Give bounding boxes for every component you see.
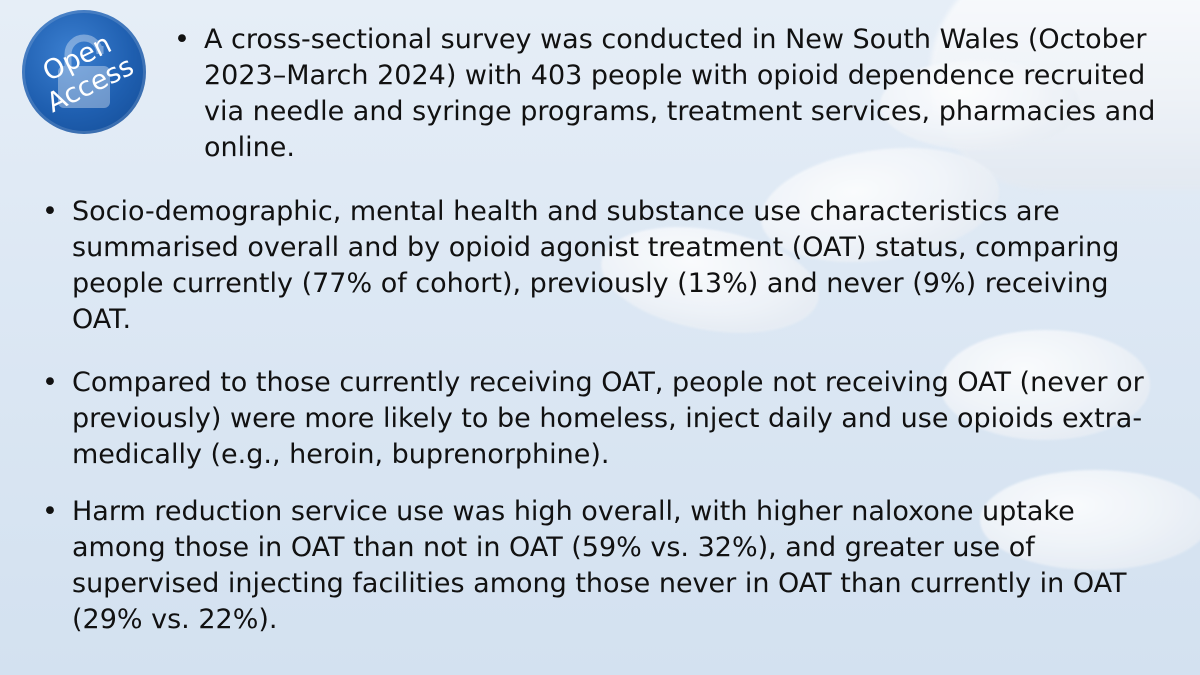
bullet-item: • Harm reduction service use was high ov… bbox=[42, 494, 1162, 638]
bullet-marker: • bbox=[42, 496, 58, 527]
pill-shape bbox=[940, 330, 1150, 440]
bullet-marker: • bbox=[174, 24, 190, 55]
open-access-badge: Open Access bbox=[22, 10, 146, 134]
bullet-text: Socio-demographic, mental health and sub… bbox=[72, 196, 1120, 335]
bullet-text: Harm reduction service use was high over… bbox=[72, 496, 1127, 635]
pill-shape bbox=[980, 470, 1200, 570]
lock-icon bbox=[58, 34, 110, 108]
pill-shape bbox=[880, 60, 1080, 150]
bullet-marker: • bbox=[42, 196, 58, 227]
bullet-marker: • bbox=[42, 367, 58, 398]
bullet-item: • Compared to those currently receiving … bbox=[42, 365, 1162, 473]
bullet-text: A cross-sectional survey was conducted i… bbox=[204, 24, 1156, 163]
bullet-text: Compared to those currently receiving OA… bbox=[72, 367, 1144, 470]
bullet-item: • A cross-sectional survey was conducted… bbox=[174, 22, 1164, 166]
bullet-item: • Socio-demographic, mental health and s… bbox=[42, 194, 1162, 338]
